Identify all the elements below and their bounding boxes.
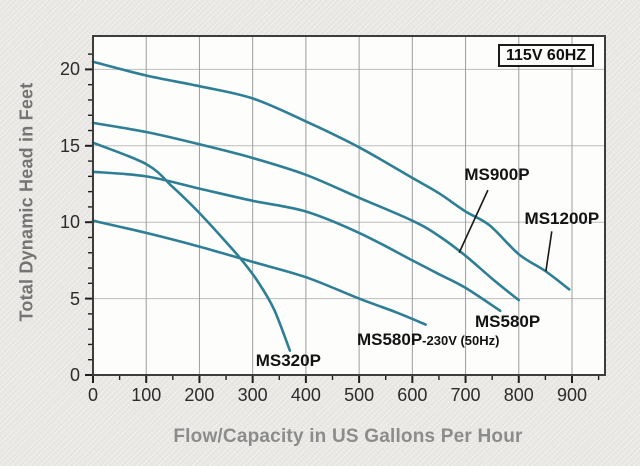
y-tick-label-5: 5 [69,288,80,309]
curve-label-ms320p: MS320P [255,351,321,371]
curve-label-ms580p-230v-main: MS580P [356,329,423,349]
plot-border [92,35,606,376]
curve-ms580p [91,170,502,313]
x-tick-label-300: 300 [237,385,268,405]
x-tick-label-0: 0 [87,385,99,405]
leader-line-ms900p [458,189,489,254]
x-tick-label-100: 100 [131,385,162,405]
curve-ms320p [91,141,292,352]
x-tick-label-400: 400 [290,385,321,405]
x-tick-label-500: 500 [344,385,375,405]
curve-ms1200p [91,60,571,291]
y-tick-label-20: 20 [59,59,80,80]
y-tick-label-0: 0 [69,365,80,385]
curve-label-ms580p-230v-suffix: -230V (50Hz) [422,332,500,348]
leader-line-ms1200p [545,231,553,272]
voltage-frequency-badge: 115V 60HZ [498,44,595,67]
plot-area [93,36,605,375]
x-tick-label-800: 800 [503,385,534,405]
x-tick-label-600: 600 [397,385,428,405]
curve-ms580p-230v-50hz- [91,219,427,326]
x-tick-label-200: 200 [184,385,215,405]
y-tick-label-15: 15 [59,135,80,156]
curve-label-ms1200p: MS1200P [524,209,600,229]
curve-label-ms580p-230v: MS580P-230V (50Hz) [357,330,500,350]
x-tick-label-900: 900 [556,385,588,405]
curve-label-ms580p: MS580P [474,311,541,331]
x-axis-title: Flow/Capacity in US Gallons Per Hour [173,426,523,447]
x-tick-label-700: 700 [450,385,481,405]
curve-label-ms900p: MS900P [464,164,530,184]
y-tick-label-10: 10 [59,212,80,233]
y-axis-title: Total Dynamic Head in Feet [16,82,37,322]
curve-ms900p [91,121,521,302]
